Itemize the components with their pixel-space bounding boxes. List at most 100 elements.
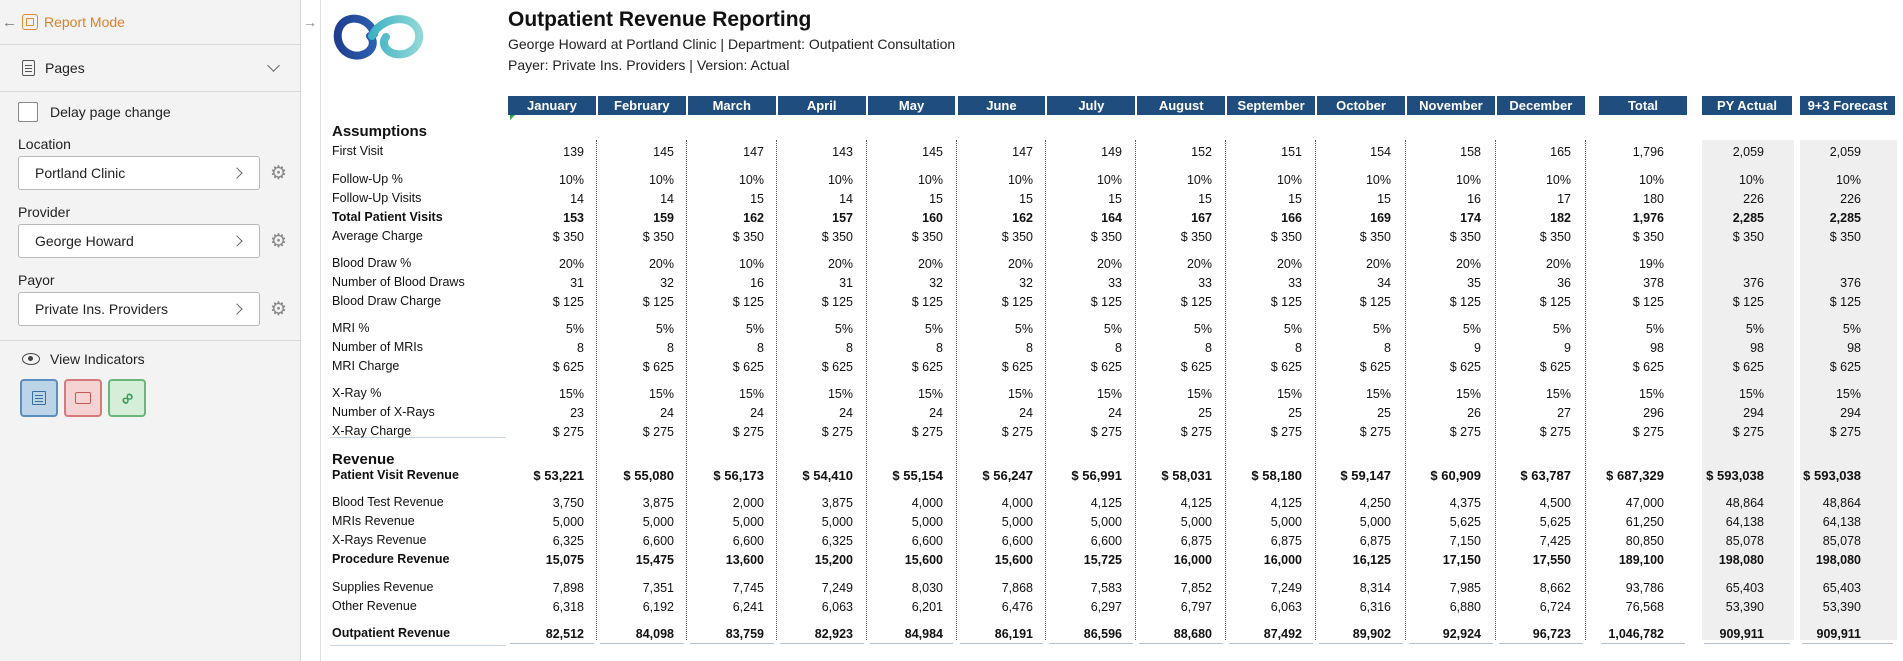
table-cell[interactable]: 226 [1743, 192, 1764, 206]
table-cell[interactable]: 167 [1191, 211, 1212, 225]
table-cell[interactable]: 182 [1550, 211, 1571, 225]
table-cell[interactable]: 5,000 [552, 515, 584, 529]
table-cell[interactable]: 7,249 [1270, 581, 1302, 595]
notes-indicator-button[interactable] [20, 379, 58, 417]
table-cell[interactable]: 34 [1377, 276, 1391, 290]
table-cell[interactable]: 10% [827, 173, 853, 187]
table-cell[interactable]: $ 625 [1001, 360, 1033, 374]
table-cell[interactable]: 151 [1281, 145, 1302, 159]
table-cell[interactable]: 98 [1750, 341, 1764, 355]
location-selector[interactable]: Portland Clinic [18, 156, 260, 190]
table-cell[interactable]: 154 [1370, 145, 1391, 159]
table-cell[interactable]: 16 [1467, 192, 1481, 206]
table-cell[interactable]: $ 60,909 [1430, 468, 1481, 483]
table-cell[interactable] [1679, 256, 1764, 272]
table-cell[interactable]: $ 125 [1732, 295, 1764, 309]
table-cell[interactable]: 8 [846, 341, 853, 355]
report-mode-label[interactable]: Report Mode [44, 14, 125, 30]
table-cell[interactable]: 15 [1288, 192, 1302, 206]
table-cell[interactable]: $ 625 [1829, 360, 1861, 374]
table-cell[interactable]: 2,059 [1829, 145, 1861, 159]
table-cell[interactable]: $ 625 [1632, 360, 1664, 374]
table-cell[interactable]: 16,000 [1173, 553, 1212, 567]
table-cell[interactable]: 15% [648, 387, 674, 401]
table-cell[interactable]: 8 [1295, 341, 1302, 355]
table-cell[interactable]: 8 [936, 341, 943, 355]
table-cell[interactable]: 98 [1650, 341, 1664, 355]
table-cell[interactable]: $ 625 [642, 360, 674, 374]
table-cell[interactable]: 80,850 [1625, 534, 1664, 548]
table-cell[interactable]: 85,078 [1725, 534, 1764, 548]
table-cell[interactable]: 7,351 [642, 581, 674, 595]
table-cell[interactable]: 24 [1108, 406, 1122, 420]
table-cell[interactable]: 98 [1847, 341, 1861, 355]
table-cell[interactable]: 198,080 [1718, 553, 1764, 567]
table-cell[interactable]: 7,249 [821, 581, 853, 595]
table-cell[interactable]: 15,600 [904, 553, 943, 567]
table-cell[interactable]: 8 [1384, 341, 1391, 355]
table-cell[interactable]: 31 [839, 276, 853, 290]
table-cell[interactable]: 198,080 [1815, 553, 1861, 567]
table-cell[interactable]: 147 [1012, 145, 1033, 159]
table-cell[interactable]: 6,192 [642, 600, 674, 614]
table-cell[interactable]: 15% [1638, 387, 1664, 401]
table-cell[interactable]: 15 [1198, 192, 1212, 206]
table-cell[interactable]: 5,000 [642, 515, 674, 529]
table-cell[interactable]: 15 [750, 192, 764, 206]
table-cell[interactable]: 7,852 [1180, 581, 1212, 595]
table-cell[interactable]: 5% [1372, 322, 1391, 336]
table-cell[interactable]: $ 54,410 [802, 468, 853, 483]
table-cell[interactable]: 5% [1193, 322, 1212, 336]
provider-gear-icon[interactable]: ⚙ [270, 230, 288, 252]
report-mode-bar[interactable]: ← Report Mode [0, 0, 300, 45]
table-cell[interactable]: 15 [1019, 192, 1033, 206]
table-cell[interactable]: $ 55,154 [892, 468, 943, 483]
table-cell[interactable]: 24 [839, 406, 853, 420]
table-cell[interactable]: 145 [922, 145, 943, 159]
chevron-down-icon[interactable] [267, 59, 280, 72]
table-cell[interactable]: 5,000 [1180, 515, 1212, 529]
table-cell[interactable]: 15% [1186, 387, 1212, 401]
table-cell[interactable]: $ 58,180 [1251, 468, 1302, 483]
table-cell[interactable]: 5% [1842, 322, 1861, 336]
table-cell[interactable]: 7,150 [1449, 534, 1481, 548]
table-cell[interactable]: $ 125 [1090, 295, 1122, 309]
table-cell[interactable]: 15% [1738, 387, 1764, 401]
table-cell[interactable]: $ 125 [1180, 295, 1212, 309]
table-cell[interactable]: 8,662 [1539, 581, 1571, 595]
table-cell[interactable]: 5% [565, 322, 584, 336]
provider-selector[interactable]: George Howard [18, 224, 260, 258]
table-cell[interactable]: 8 [577, 341, 584, 355]
table-cell[interactable]: 6,797 [1180, 600, 1212, 614]
table-cell[interactable]: 20% [1545, 257, 1571, 271]
table-cell[interactable]: 152 [1191, 145, 1212, 159]
table-cell[interactable]: 8 [1205, 341, 1212, 355]
table-cell[interactable]: 4,500 [1539, 496, 1571, 510]
table-cell[interactable]: 85,078 [1822, 534, 1861, 548]
table-cell[interactable]: $ 625 [1732, 360, 1764, 374]
table-cell[interactable]: 19% [1638, 257, 1664, 271]
table-cell[interactable]: 6,875 [1180, 534, 1212, 548]
table-cell[interactable]: 143 [832, 145, 853, 159]
table-cell[interactable]: 153 [563, 211, 584, 225]
table-cell[interactable]: 65,403 [1822, 581, 1861, 595]
table-cell[interactable]: $ 593,038 [1706, 468, 1764, 483]
table-cell[interactable]: $ 53,221 [533, 468, 584, 483]
table-cell[interactable]: $ 350 [642, 230, 674, 244]
table-cell[interactable]: 5,625 [1539, 515, 1571, 529]
table-cell[interactable]: 53,390 [1822, 600, 1861, 614]
table-cell[interactable]: 10% [1007, 173, 1033, 187]
table-cell[interactable]: 296 [1643, 406, 1664, 420]
table-cell[interactable]: 9 [1474, 341, 1481, 355]
table-cell[interactable]: 166 [1281, 211, 1302, 225]
table-cell[interactable]: 5,000 [1090, 515, 1122, 529]
table-cell[interactable]: 7,425 [1539, 534, 1571, 548]
table-cell[interactable]: 25 [1198, 406, 1212, 420]
table-cell[interactable]: 5% [924, 322, 943, 336]
table-cell[interactable]: $ 275 [1270, 425, 1302, 439]
table-cell[interactable]: 10% [1545, 173, 1571, 187]
table-cell[interactable]: $ 58,031 [1161, 468, 1212, 483]
table-cell[interactable]: 4,250 [1359, 496, 1391, 510]
table-cell[interactable]: 17,550 [1532, 553, 1571, 567]
table-cell[interactable]: 162 [1012, 211, 1033, 225]
